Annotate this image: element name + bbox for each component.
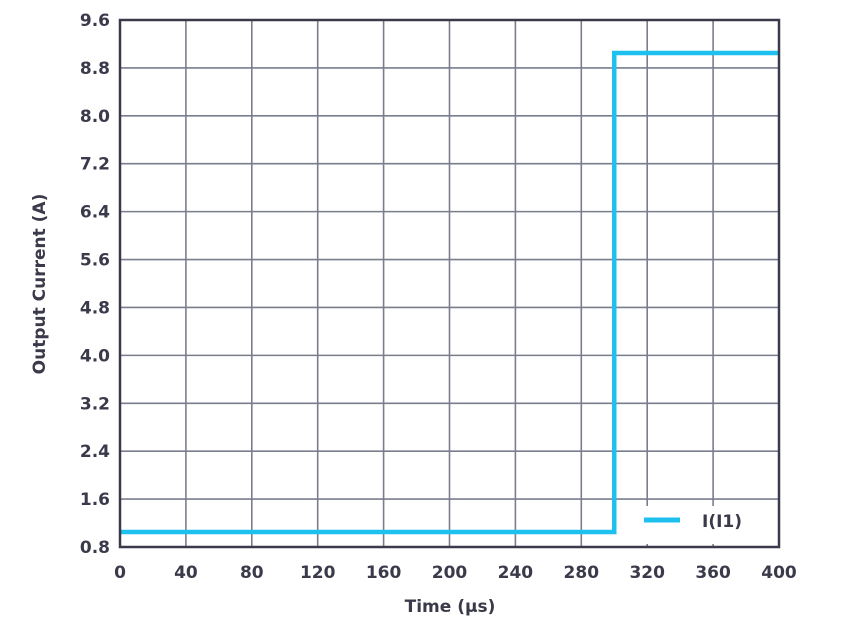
y-tick-label: 4.8	[80, 298, 110, 318]
plot-frame	[118, 18, 781, 549]
x-tick-label: 200	[432, 563, 468, 583]
x-tick-label: 0	[114, 563, 126, 583]
y-tick-label: 8.0	[80, 107, 110, 127]
x-tick-label: 280	[564, 563, 600, 583]
x-tick-label: 160	[366, 563, 402, 583]
y-tick-label: 0.8	[80, 538, 110, 558]
y-tick-label: 6.4	[80, 203, 110, 223]
legend-label: I(I1)	[702, 512, 742, 532]
y-tick-label: 3.2	[80, 394, 110, 414]
y-tick-label: 1.6	[80, 490, 110, 510]
y-tick-label: 5.6	[80, 251, 110, 271]
x-axis-label: Time (µs)	[405, 597, 496, 617]
x-tick-label: 240	[498, 563, 534, 583]
y-tick-label: 9.6	[80, 11, 110, 31]
y-tick-label: 2.4	[80, 442, 110, 462]
tick-labels: 0 40 80 120 160 200 240 280 320 360 400 0.8 1.6 2.4 3.…	[80, 11, 797, 583]
legend: I(I1)	[628, 506, 776, 544]
x-tick-label: 120	[300, 563, 336, 583]
x-tick-label: 360	[695, 563, 731, 583]
y-tick-label: 7.2	[80, 155, 110, 175]
grid	[119, 19, 780, 548]
x-tick-label: 80	[240, 563, 264, 583]
series-line	[120, 50, 779, 535]
x-tick-label: 400	[761, 563, 797, 583]
y-tick-label: 4.0	[80, 346, 110, 366]
x-tick-label: 320	[629, 563, 665, 583]
x-tick-label: 40	[174, 563, 198, 583]
series	[120, 50, 779, 535]
y-tick-label: 8.8	[80, 59, 110, 79]
y-axis-label: Output Current (A)	[30, 194, 50, 375]
